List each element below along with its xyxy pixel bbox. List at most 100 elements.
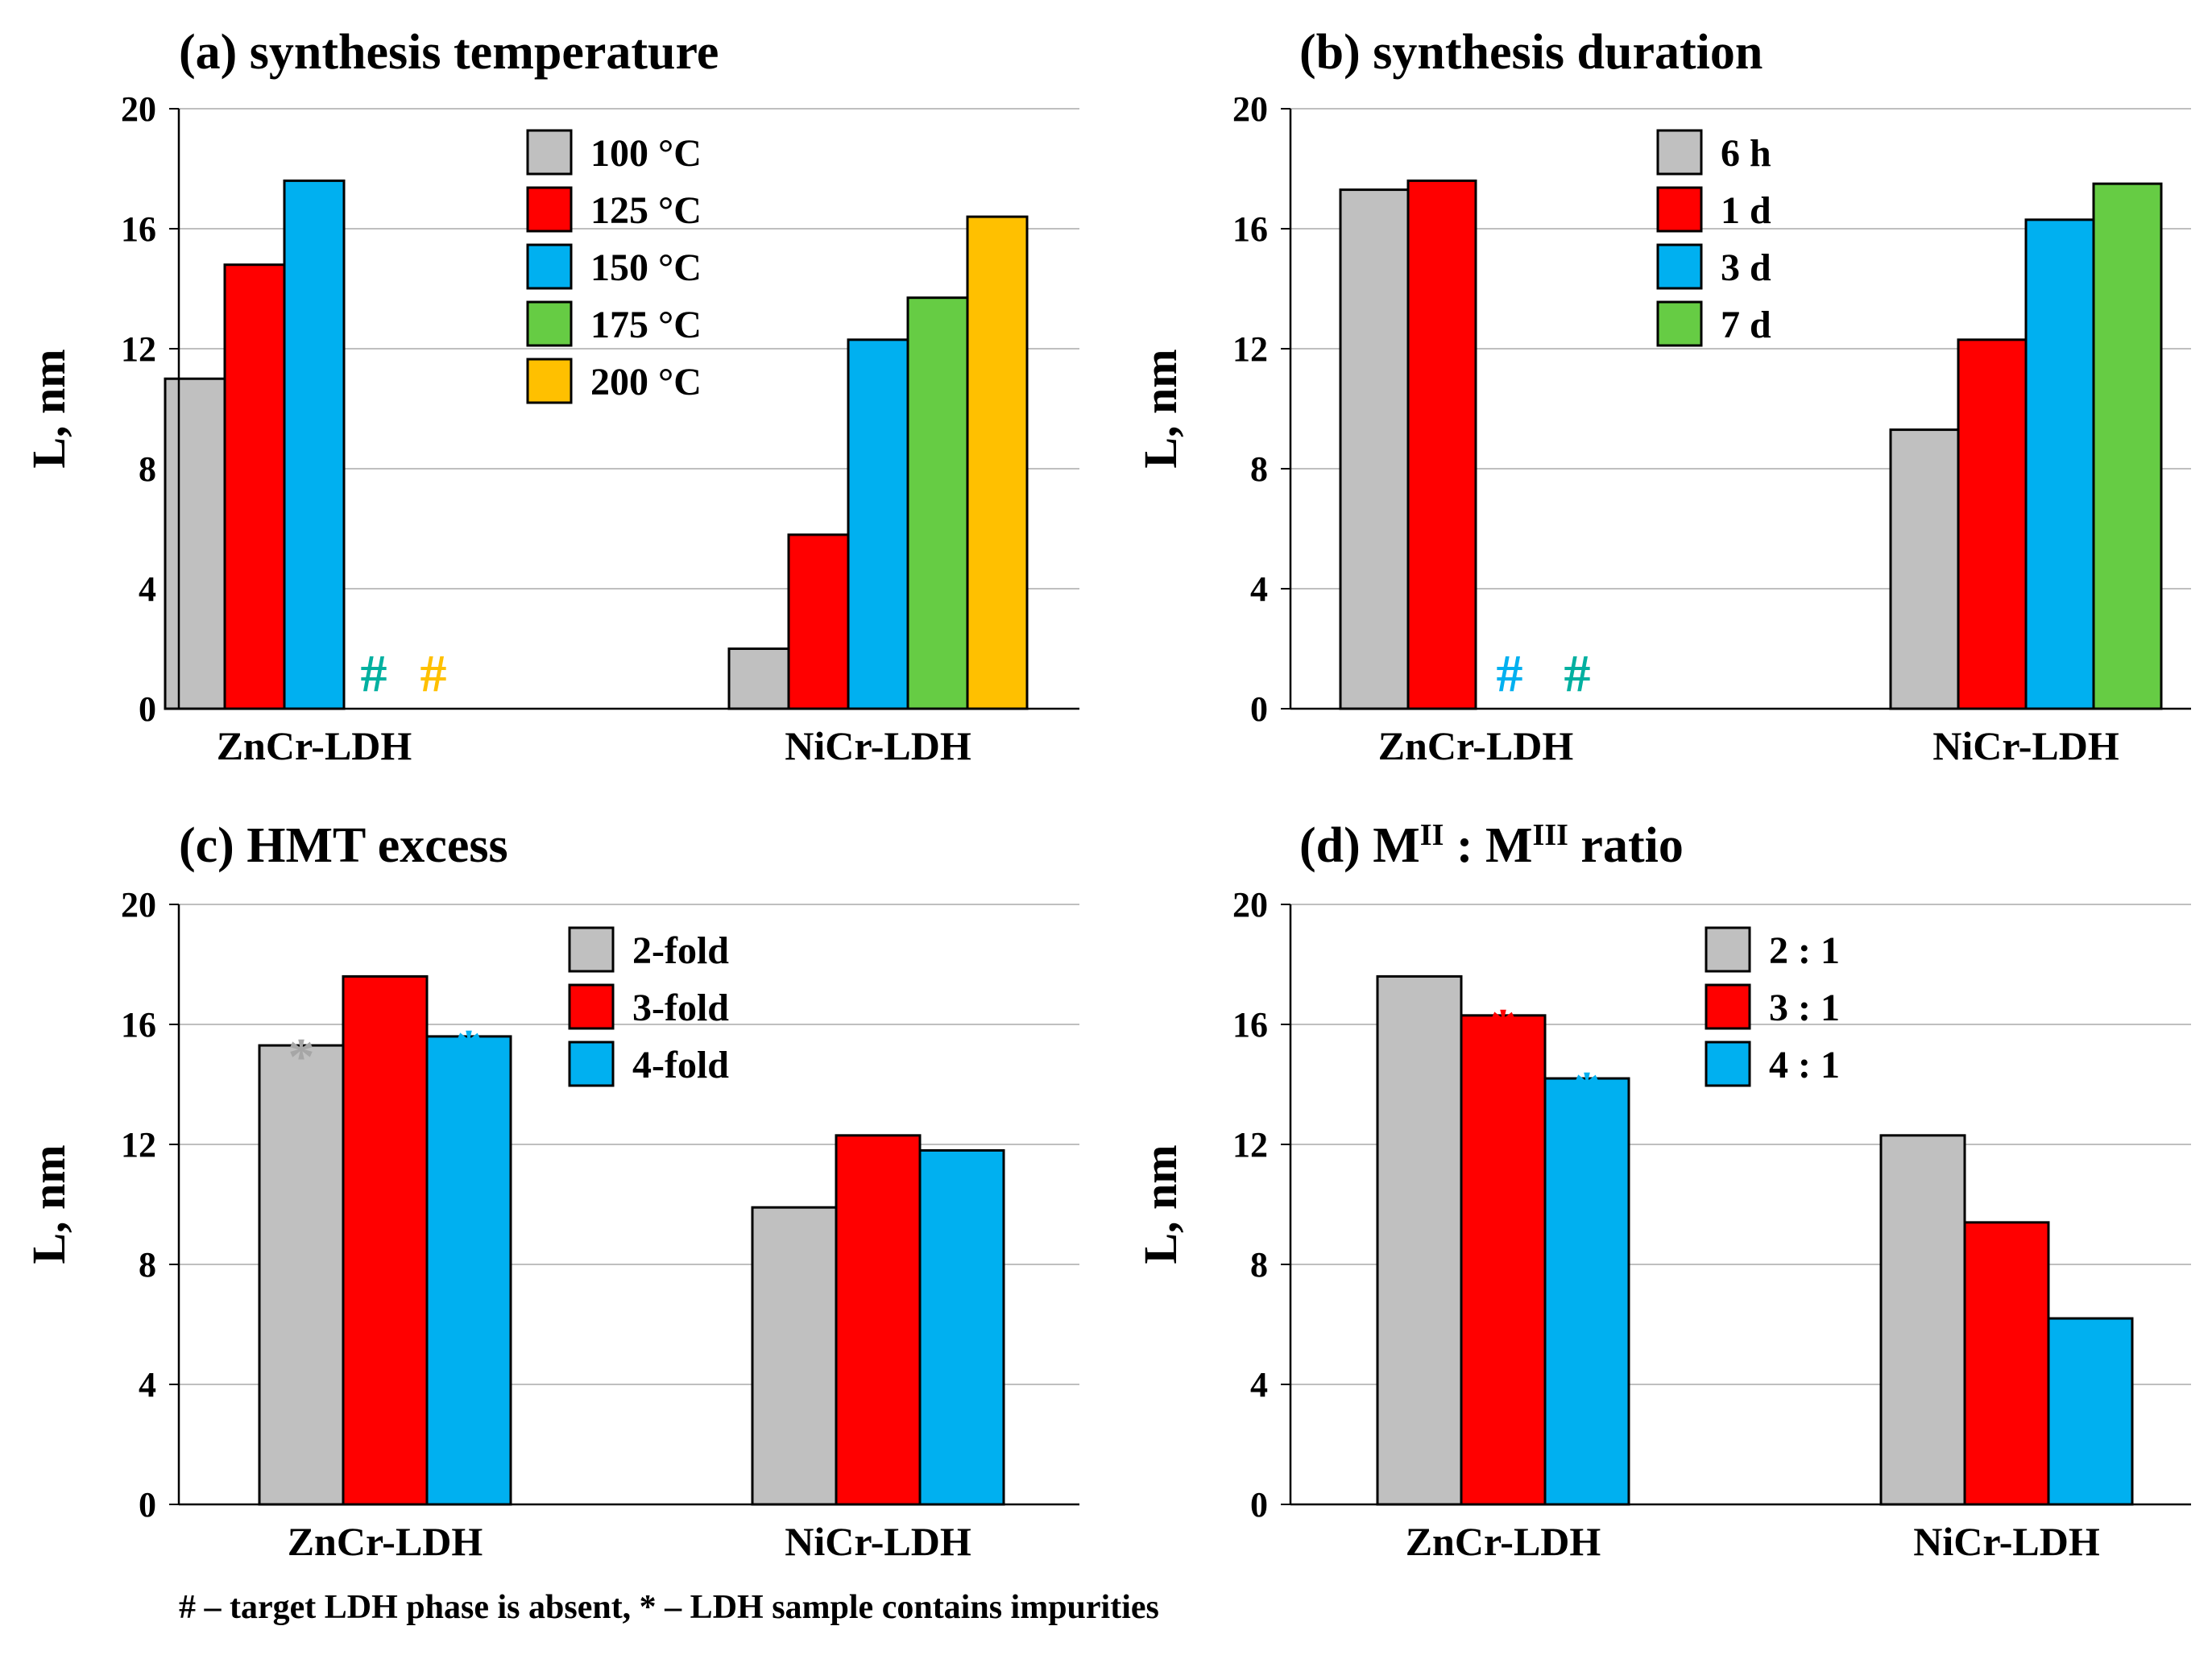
y-axis-label: L, nm	[1134, 1144, 1187, 1264]
y-tick-label: 0	[1250, 689, 1268, 729]
y-tick-label: 16	[1232, 209, 1268, 249]
absent-phase-marker: #	[1497, 644, 1523, 703]
bar-ZnCr-LDH-100 °C	[164, 377, 226, 710]
y-tick-label: 4	[1250, 569, 1268, 609]
impurity-marker: *	[1574, 1061, 1601, 1119]
bar-NiCr-LDH-7 d	[2092, 182, 2163, 710]
y-tick-label: 12	[1232, 329, 1268, 369]
absent-phase-marker: #	[420, 644, 447, 703]
x-category-label: ZnCr-LDH	[1406, 1519, 1601, 1564]
chart-panel-0: (a) synthesis temperature 0 4 8 12 16 20 L, nm #…	[23, 25, 1079, 768]
bar-ZnCr-LDH-4 : 1	[1543, 1077, 1630, 1506]
y-tick-label: 8	[139, 1245, 156, 1285]
legend-swatch	[568, 983, 615, 1030]
legend-swatch	[526, 243, 573, 290]
legend-swatch	[568, 926, 615, 973]
legend-label: 3 d	[1721, 246, 1771, 289]
bar-ZnCr-LDH-4-fold	[425, 1035, 512, 1506]
y-tick-label: 4	[1250, 1365, 1268, 1405]
y-tick-label: 4	[139, 1365, 156, 1405]
y-axis-label: L, nm	[23, 349, 75, 468]
impurity-marker: *	[1490, 998, 1517, 1057]
legend-label: 3-fold	[632, 987, 729, 1029]
x-category-label: ZnCr-LDH	[217, 723, 412, 768]
y-tick-label: 4	[139, 569, 156, 609]
legend: 2 : 1 3 : 1 4 : 1	[1705, 926, 1840, 1087]
y-tick-label: 12	[121, 329, 156, 369]
chart-panel-1: (b) synthesis duration 0 4 8 12 16 20 L, nm # # Zn…	[1134, 25, 2191, 768]
bar-ZnCr-LDH-6 h	[1339, 188, 1410, 710]
x-category-label: ZnCr-LDH	[288, 1519, 483, 1564]
impurity-marker: *	[288, 1028, 315, 1086]
legend-swatch	[1705, 926, 1751, 973]
y-axis-label: L, nm	[23, 1144, 75, 1264]
bar-NiCr-LDH-4 : 1	[2047, 1317, 2134, 1506]
legend: 100 °C 125 °C 150 °C 175 °C 200 °C	[526, 129, 702, 404]
absent-phase-marker: #	[361, 644, 387, 703]
bar-NiCr-LDH-2 : 1	[1879, 1134, 1966, 1506]
legend-swatch	[526, 129, 573, 176]
bar-ZnCr-LDH-125 °C	[223, 263, 286, 710]
bar-ZnCr-LDH-3 : 1	[1460, 1014, 1547, 1506]
bar-NiCr-LDH-150 °C	[847, 338, 909, 710]
bar-NiCr-LDH-100 °C	[727, 648, 790, 710]
bar-NiCr-LDH-3 d	[2024, 218, 2095, 710]
bar-ZnCr-LDH-2 : 1	[1376, 974, 1463, 1506]
y-tick-label: 20	[1232, 885, 1268, 925]
x-category-label: NiCr-LDH	[1913, 1519, 2100, 1564]
chart-title: (a) synthesis temperature	[179, 25, 719, 80]
chart-panel-3: (d) MII : MIII ratio 0 4 8 12 16 20 L, nm * * ZnCr…	[1134, 818, 2191, 1564]
x-category-label: ZnCr-LDH	[1378, 723, 1574, 768]
legend-label: 150 °C	[590, 246, 702, 289]
chart-panel-2: (c) HMT excess 0 4 8 12 16 20 L, nm * * ZnCr-LDH Ni…	[23, 818, 1079, 1564]
bar-NiCr-LDH-4-fold	[918, 1148, 1005, 1506]
x-category-label: NiCr-LDH	[785, 1519, 971, 1564]
y-tick-label: 8	[139, 449, 156, 489]
legend-label: 6 h	[1721, 132, 1771, 175]
bar-ZnCr-LDH-1 d	[1406, 179, 1477, 710]
y-tick-label: 8	[1250, 1245, 1268, 1285]
legend-label: 4-fold	[632, 1044, 729, 1086]
legend-label: 2-fold	[632, 929, 729, 972]
y-tick-label: 0	[139, 1485, 156, 1525]
chart-title: (c) HMT excess	[179, 818, 508, 873]
y-tick-label: 0	[139, 689, 156, 729]
bar-ZnCr-LDH-2-fold	[258, 1044, 345, 1506]
legend-swatch	[526, 300, 573, 347]
legend-label: 3 : 1	[1769, 987, 1840, 1029]
bar-NiCr-LDH-3 : 1	[1963, 1221, 2050, 1506]
legend-swatch	[1656, 300, 1703, 347]
legend-label: 1 d	[1721, 189, 1771, 232]
legend-swatch	[1705, 1041, 1751, 1087]
bar-NiCr-LDH-3-fold	[835, 1134, 922, 1506]
absent-phase-marker: #	[1564, 644, 1591, 703]
y-tick-label: 0	[1250, 1485, 1268, 1525]
footnote: # – target LDH phase is absent, * – LDH …	[179, 1589, 1159, 1626]
y-tick-label: 12	[121, 1125, 156, 1165]
bar-NiCr-LDH-6 h	[1889, 428, 1960, 710]
bar-NiCr-LDH-200 °C	[966, 215, 1029, 710]
legend-swatch	[568, 1041, 615, 1087]
y-tick-label: 16	[121, 1005, 156, 1045]
legend-swatch	[1705, 983, 1751, 1030]
y-tick-label: 16	[121, 209, 156, 249]
bar-NiCr-LDH-2-fold	[751, 1206, 838, 1506]
y-tick-label: 20	[1232, 89, 1268, 129]
chart-title: (d) MII : MIII ratio	[1299, 818, 1684, 873]
legend-label: 125 °C	[590, 189, 702, 232]
legend-label: 2 : 1	[1769, 929, 1840, 972]
legend: 2-fold 3-fold 4-fold	[568, 926, 729, 1087]
y-tick-label: 16	[1232, 1005, 1268, 1045]
legend-label: 175 °C	[590, 304, 702, 346]
legend-swatch	[1656, 186, 1703, 233]
y-axis-label: L, nm	[1134, 349, 1187, 468]
legend: 6 h 1 d 3 d 7 d	[1656, 129, 1771, 347]
y-tick-label: 20	[121, 89, 156, 129]
legend-label: 7 d	[1721, 304, 1771, 346]
legend-swatch	[1656, 243, 1703, 290]
legend-label: 4 : 1	[1769, 1044, 1840, 1086]
legend-swatch	[1656, 129, 1703, 176]
bar-ZnCr-LDH-150 °C	[283, 179, 346, 710]
bar-NiCr-LDH-175 °C	[906, 296, 969, 710]
